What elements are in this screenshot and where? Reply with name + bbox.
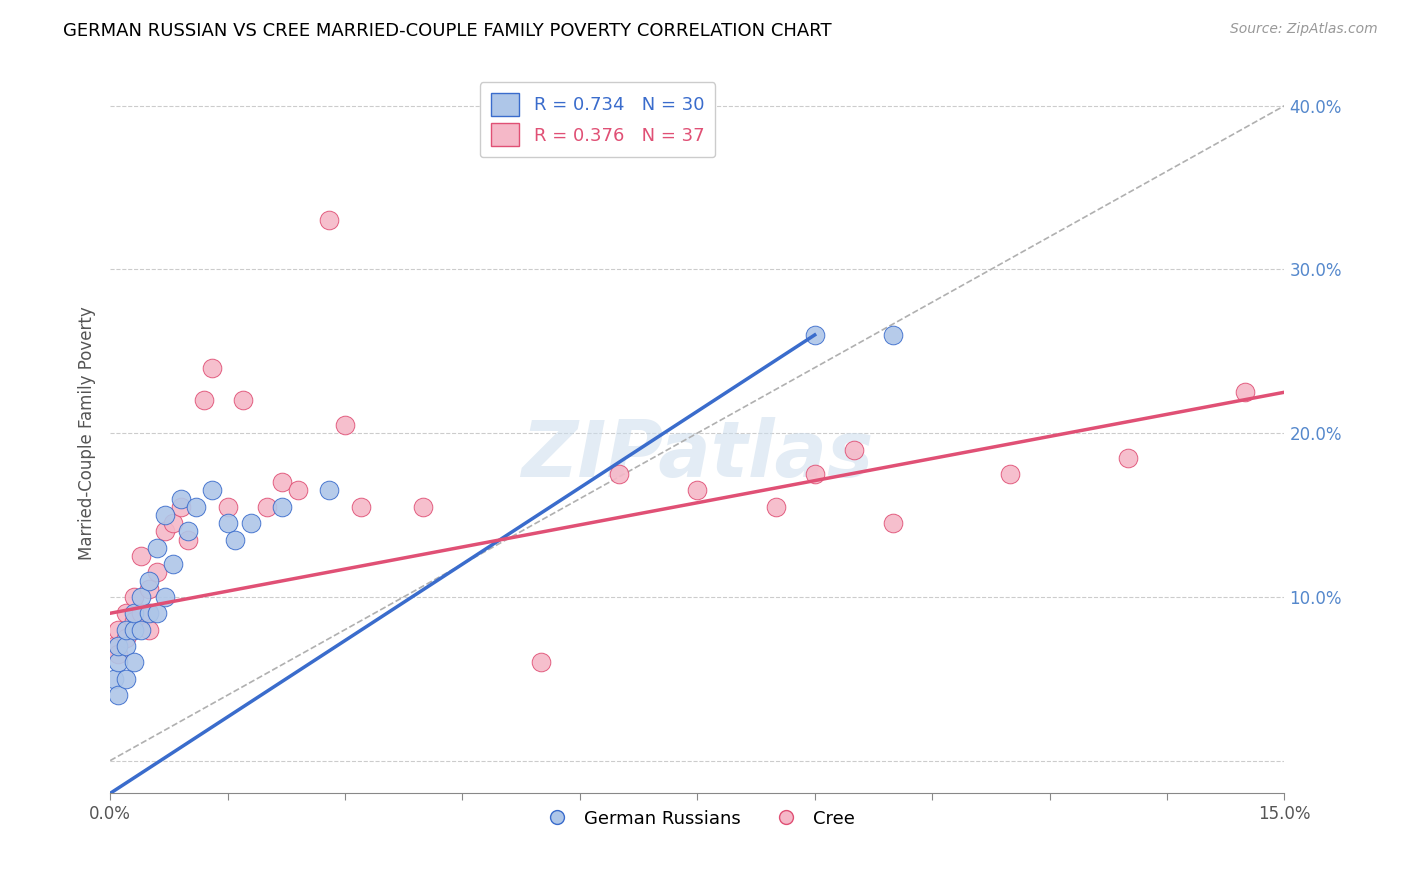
Point xyxy=(131,549,153,563)
Point xyxy=(607,467,630,481)
Point xyxy=(122,623,145,637)
Legend: German Russians, Cree: German Russians, Cree xyxy=(531,802,862,835)
Point xyxy=(256,500,278,514)
Point xyxy=(686,483,709,498)
Point xyxy=(107,639,129,653)
Point xyxy=(232,393,254,408)
Point xyxy=(530,656,553,670)
Point xyxy=(1000,467,1022,481)
Point xyxy=(193,393,215,408)
Point xyxy=(122,656,145,670)
Point xyxy=(138,574,160,588)
Point xyxy=(350,500,373,514)
Point xyxy=(318,483,340,498)
Point xyxy=(803,467,825,481)
Point xyxy=(122,607,145,621)
Point xyxy=(318,213,340,227)
Point xyxy=(842,442,865,457)
Text: GERMAN RUSSIAN VS CREE MARRIED-COUPLE FAMILY POVERTY CORRELATION CHART: GERMAN RUSSIAN VS CREE MARRIED-COUPLE FA… xyxy=(63,22,832,40)
Point xyxy=(103,672,125,686)
Point xyxy=(882,327,904,342)
Point xyxy=(217,500,239,514)
Point xyxy=(138,623,160,637)
Point xyxy=(138,582,160,596)
Point xyxy=(146,607,169,621)
Point xyxy=(201,360,224,375)
Point xyxy=(224,533,246,547)
Point xyxy=(177,533,200,547)
Point xyxy=(271,500,294,514)
Point xyxy=(131,607,153,621)
Point xyxy=(131,623,153,637)
Point xyxy=(153,590,176,604)
Point xyxy=(1116,450,1139,465)
Point xyxy=(1234,385,1257,400)
Point xyxy=(240,516,263,531)
Text: ZIPatlas: ZIPatlas xyxy=(522,417,873,492)
Point xyxy=(333,417,356,432)
Point xyxy=(114,639,136,653)
Point xyxy=(186,500,208,514)
Point xyxy=(803,327,825,342)
Point xyxy=(177,524,200,539)
Point xyxy=(146,541,169,555)
Point xyxy=(153,508,176,522)
Point xyxy=(114,631,136,645)
Point xyxy=(146,566,169,580)
Point xyxy=(765,500,787,514)
Point xyxy=(122,615,145,629)
Point xyxy=(131,590,153,604)
Point xyxy=(271,475,294,490)
Point xyxy=(287,483,309,498)
Point xyxy=(122,590,145,604)
Point xyxy=(882,516,904,531)
Point xyxy=(114,623,136,637)
Point xyxy=(169,500,191,514)
Point xyxy=(153,524,176,539)
Point xyxy=(107,656,129,670)
Point xyxy=(217,516,239,531)
Point xyxy=(169,491,191,506)
Point xyxy=(162,516,184,531)
Point xyxy=(162,557,184,571)
Point xyxy=(103,639,125,653)
Text: Source: ZipAtlas.com: Source: ZipAtlas.com xyxy=(1230,22,1378,37)
Point xyxy=(138,607,160,621)
Y-axis label: Married-Couple Family Poverty: Married-Couple Family Poverty xyxy=(79,306,96,560)
Point xyxy=(114,607,136,621)
Point xyxy=(114,672,136,686)
Point xyxy=(412,500,434,514)
Point xyxy=(107,688,129,702)
Point xyxy=(201,483,224,498)
Point xyxy=(107,647,129,661)
Point xyxy=(107,623,129,637)
